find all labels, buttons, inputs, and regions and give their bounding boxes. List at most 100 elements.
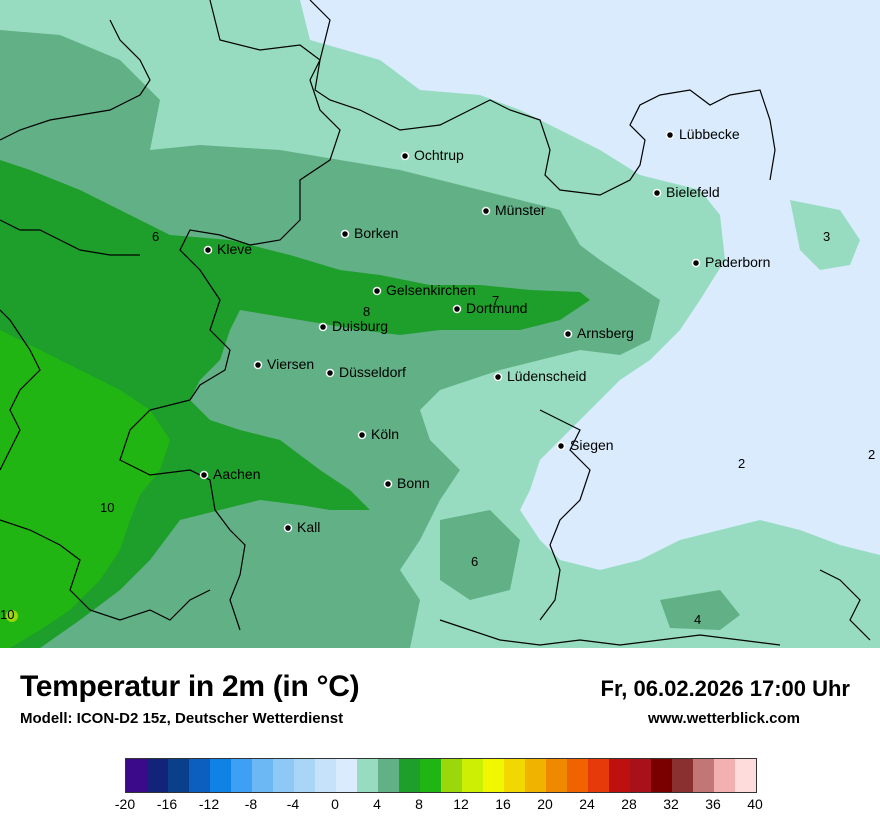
city-label: Viersen <box>267 356 314 372</box>
legend-swatch <box>420 759 441 792</box>
city-label: Köln <box>371 426 399 442</box>
city-marker: Kleve <box>203 241 252 257</box>
city-marker: Bielefeld <box>652 184 720 200</box>
legend-swatch <box>483 759 504 792</box>
legend-swatch <box>378 759 399 792</box>
legend-swatch <box>441 759 462 792</box>
legend-swatch <box>357 759 378 792</box>
city-marker: Münster <box>481 202 546 218</box>
city-label: Arnsberg <box>577 325 634 341</box>
legend-tick-label: 32 <box>663 796 679 812</box>
map-footer: Temperatur in 2m (in °C) Modell: ICON-D2… <box>0 648 880 830</box>
legend-tick-label: 40 <box>747 796 763 812</box>
legend-swatch <box>714 759 735 792</box>
city-marker: Viersen <box>253 356 314 372</box>
legend-swatch <box>126 759 147 792</box>
city-marker: Lübbecke <box>665 126 740 142</box>
city-marker: Aachen <box>199 466 260 482</box>
legend-swatch <box>609 759 630 792</box>
city-marker: Siegen <box>556 437 614 453</box>
city-label: Lübbecke <box>679 126 740 142</box>
legend-tick-label: -4 <box>286 796 300 812</box>
website-label: www.wetterblick.com <box>648 710 800 727</box>
isoline-value: 3 <box>823 229 830 244</box>
model-info: Modell: ICON-D2 15z, Deutscher Wetterdie… <box>20 710 344 727</box>
legend-swatch <box>210 759 231 792</box>
isoline-value: 7 <box>492 293 499 308</box>
legend-swatch <box>693 759 714 792</box>
city-marker: Dortmund <box>452 300 527 316</box>
legend-swatch <box>546 759 567 792</box>
city-label: Kleve <box>217 241 252 257</box>
isoline-value: 2 <box>868 447 875 462</box>
city-label: Borken <box>354 225 398 241</box>
legend-swatch <box>651 759 672 792</box>
legend-swatch <box>567 759 588 792</box>
legend-tick-label: 36 <box>705 796 721 812</box>
legend-swatch <box>294 759 315 792</box>
city-marker: Borken <box>340 225 398 241</box>
map-title: Temperatur in 2m (in °C) <box>20 670 360 703</box>
legend-tick-label: 28 <box>621 796 637 812</box>
temperature-map: Lübbecke Ochtrup Bielefeld Münster Borke… <box>0 0 880 648</box>
city-marker: Lüdenscheid <box>493 368 586 384</box>
isoline-value: 6 <box>471 554 478 569</box>
city-label: Duisburg <box>332 318 388 334</box>
city-label: Paderborn <box>705 254 770 270</box>
legend-tick-label: -8 <box>244 796 258 812</box>
city-label: Siegen <box>570 437 614 453</box>
city-marker: Köln <box>357 426 399 442</box>
legend-swatch <box>231 759 252 792</box>
legend-swatch <box>588 759 609 792</box>
city-marker: Paderborn <box>691 254 770 270</box>
city-label: Kall <box>297 519 320 535</box>
legend-swatch <box>336 759 357 792</box>
city-marker: Düsseldorf <box>325 364 406 380</box>
city-label: Lüdenscheid <box>507 368 586 384</box>
isoline-value: 10 <box>100 500 114 515</box>
legend-swatch <box>504 759 525 792</box>
city-label: Bonn <box>397 475 430 491</box>
isoline-value: 8 <box>363 304 370 319</box>
city-marker: Ochtrup <box>400 147 464 163</box>
legend-swatch <box>147 759 168 792</box>
isoline-value: 6 <box>152 229 159 244</box>
isoline-value: 10 <box>0 607 14 622</box>
city-marker: Kall <box>283 519 320 535</box>
legend-tick-label: -16 <box>156 796 178 812</box>
city-marker: Gelsenkirchen <box>372 282 476 298</box>
isoline-value: 4 <box>694 612 701 627</box>
forecast-datetime: Fr, 06.02.2026 17:00 Uhr <box>600 676 851 701</box>
legend-swatch <box>168 759 189 792</box>
legend-tick-label: 24 <box>579 796 595 812</box>
city-label: Ochtrup <box>414 147 464 163</box>
legend-swatch <box>399 759 420 792</box>
city-label: Münster <box>495 202 546 218</box>
legend-tick-label: 12 <box>453 796 469 812</box>
legend-swatch <box>630 759 651 792</box>
city-label: Gelsenkirchen <box>386 282 476 298</box>
legend-tick-label: 4 <box>373 796 381 812</box>
city-marker: Arnsberg <box>563 325 634 341</box>
legend-ticks: -20 -16 -12 -8 -4 0 4 8 12 16 20 24 28 32 36 40 <box>0 796 880 816</box>
legend-tick-label: 0 <box>331 796 339 812</box>
legend-swatch <box>252 759 273 792</box>
city-label: Dortmund <box>466 300 527 316</box>
legend-tick-label: 8 <box>415 796 423 812</box>
legend-tick-label: 16 <box>495 796 511 812</box>
legend-swatch <box>273 759 294 792</box>
legend-tick-label: -12 <box>198 796 220 812</box>
city-label: Aachen <box>213 466 260 482</box>
legend-tick-label: -20 <box>114 796 136 812</box>
legend-swatch <box>189 759 210 792</box>
legend-tick-label: 20 <box>537 796 553 812</box>
legend-swatch <box>315 759 336 792</box>
city-marker: Duisburg <box>318 318 388 334</box>
legend-swatch <box>735 759 756 792</box>
color-legend <box>125 758 757 793</box>
isoline-value: 2 <box>738 456 745 471</box>
legend-swatch <box>672 759 693 792</box>
city-label: Düsseldorf <box>339 364 406 380</box>
legend-swatch <box>525 759 546 792</box>
city-label: Bielefeld <box>666 184 720 200</box>
